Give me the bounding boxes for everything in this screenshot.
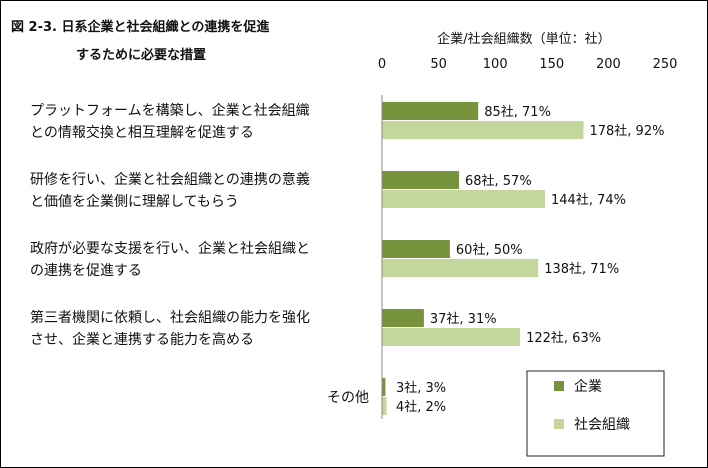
figure-title-line1: 図 2-3. 日系企業と社会組織との連携を促進	[11, 20, 270, 35]
bar-company	[382, 378, 386, 396]
data-label: 60社, 50%	[456, 242, 523, 258]
x-tick-label: 50	[430, 57, 447, 72]
bar-company	[382, 102, 479, 120]
x-tick-label: 0	[378, 57, 386, 72]
legend-swatch	[554, 419, 564, 429]
data-label: 138社, 71%	[544, 261, 619, 277]
data-label: 85社, 71%	[484, 104, 551, 120]
category-label: 研修を行い、企業と社会組織との連携の意義	[30, 171, 310, 188]
figure-title-line2: するために必要な措置	[76, 48, 207, 63]
data-label: 3社, 3%	[396, 380, 446, 396]
x-tick-label: 150	[539, 57, 564, 72]
x-tick-label: 100	[483, 57, 508, 72]
bar-social-org	[382, 190, 546, 208]
bar-company	[382, 171, 459, 189]
legend-box	[526, 370, 665, 457]
axis-title: 企業/社会組織数（単位：社）	[437, 31, 610, 47]
legend-label: 企業	[574, 378, 602, 395]
data-label: 37社, 31%	[430, 311, 497, 327]
data-label: 178社, 92%	[589, 123, 664, 139]
legend-label: 社会組織	[574, 417, 630, 433]
category-label: の連携を促進する	[30, 263, 142, 279]
category-label: 政府が必要な支援を行い、企業と社会組織と	[30, 240, 310, 257]
category-label: させ、企業と連携する能力を高める	[30, 331, 254, 348]
category-label: プラットフォームを構築し、企業と社会組織	[30, 102, 310, 119]
x-tick-label: 250	[653, 57, 678, 72]
category-label: 第三者機関に依頼し、社会組織の能力を強化	[30, 309, 310, 326]
bar-social-org	[382, 259, 539, 277]
category-label: その他	[327, 390, 369, 406]
bar-social-org	[382, 397, 387, 415]
data-label: 144社, 74%	[551, 192, 626, 208]
category-label: と価値を企業側に理解してもらう	[30, 193, 239, 210]
bar-social-org	[382, 121, 584, 139]
bar-company	[382, 309, 424, 327]
data-label: 4社, 2%	[396, 399, 446, 415]
bar-company	[382, 240, 450, 258]
x-tick-label: 200	[596, 57, 621, 72]
category-label: との情報交換と相互理解を促進する	[30, 124, 254, 141]
data-label: 122社, 63%	[526, 330, 601, 346]
legend-swatch	[554, 381, 564, 391]
bar-social-org	[382, 328, 521, 346]
data-label: 68社, 57%	[465, 173, 532, 189]
